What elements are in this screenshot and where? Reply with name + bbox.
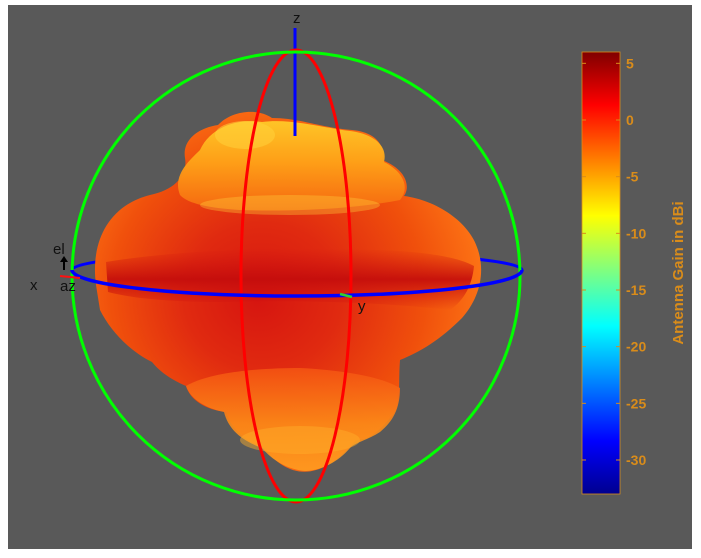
- colorbar-tick-label: -10: [626, 225, 646, 241]
- y-axis-marker: [339, 292, 353, 299]
- colorbar-tick-label: -15: [626, 282, 646, 298]
- colorbar-gradient: [581, 51, 621, 495]
- x-axis-label: x: [30, 277, 38, 294]
- colorbar-tick-label: 0: [626, 112, 634, 128]
- z-axis-label: z: [293, 10, 301, 27]
- colorbar-tick-label: -30: [626, 452, 646, 468]
- x-axis-marker: [59, 275, 81, 279]
- y-axis-label: y: [358, 298, 366, 315]
- elevation-label: el: [53, 241, 65, 258]
- colorbar-tick-label: 5: [626, 55, 634, 71]
- sphere-equator-ring-front: [70, 269, 524, 298]
- sphere-meridian-ring: [239, 48, 353, 504]
- colorbar-tick-label: -20: [626, 339, 646, 355]
- colorbar: 5 0 -5 -10 -15 -20 -25 -30 Antenna Gain in dBi: [581, 51, 687, 495]
- el-arrow-head-icon: [60, 256, 68, 262]
- colorbar-tick-label: -5: [626, 169, 639, 185]
- colorbar-title: Antenna Gain in dBi: [670, 201, 687, 344]
- azimuth-label: az: [60, 278, 76, 295]
- sphere-outline-circle: [70, 50, 522, 502]
- colorbar-tick-label: -25: [626, 395, 646, 411]
